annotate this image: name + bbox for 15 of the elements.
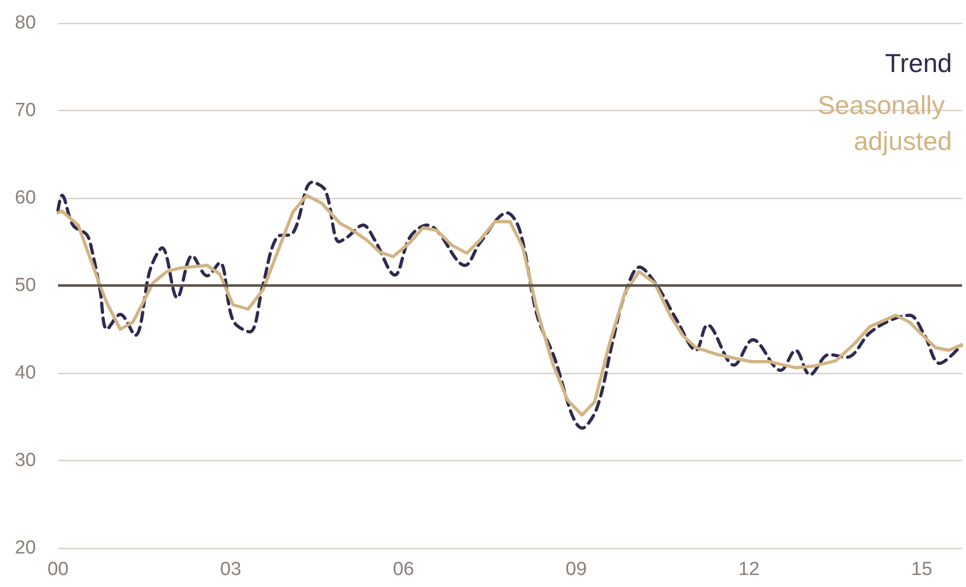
y-tick-label: 40 — [14, 362, 36, 384]
x-tick-label: 12 — [738, 559, 760, 580]
text: Seasonally adjusted — [818, 90, 952, 156]
x-tick-label: 00 — [47, 559, 69, 580]
y-tick-label: 30 — [14, 450, 36, 471]
y-tick-label: 70 — [14, 100, 36, 121]
y-tick-label: 60 — [14, 188, 36, 208]
x-tick-label: 03 — [220, 559, 242, 580]
y-tick-label: 50 — [14, 275, 36, 296]
x-tick-label: 09 — [566, 559, 587, 580]
x-tick-label: 06 — [392, 559, 414, 580]
y-tick-label: 80 — [14, 12, 36, 34]
text: Trend — [885, 48, 952, 78]
x-tick-label: 15 — [911, 559, 932, 580]
y-tick-label: 20 — [14, 538, 36, 558]
